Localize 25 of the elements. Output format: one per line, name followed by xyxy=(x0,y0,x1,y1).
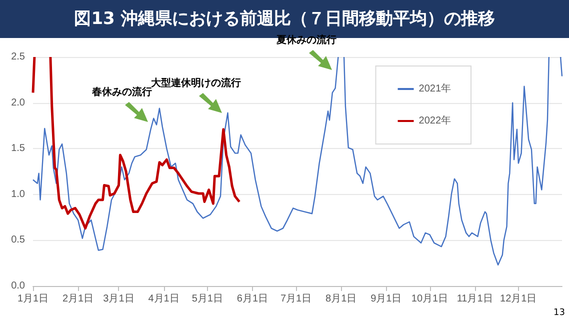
text: 13 xyxy=(554,308,565,318)
x-tick-label: 8月1日 xyxy=(326,294,357,304)
y-tick-label: 1.5 xyxy=(11,143,26,154)
x-tick-label: 5月1日 xyxy=(192,294,223,304)
chart-title: 図13 沖縄県における前週比（７日間移動平均）の推移 xyxy=(74,9,495,29)
legend-label: 2021年 xyxy=(418,82,452,94)
x-tick-label: 4月1日 xyxy=(148,294,180,304)
x-tick-label: 11月1日 xyxy=(456,294,493,304)
annotation: 大型連休明けの流行 xyxy=(150,76,241,89)
annotation: 春休みの流行 xyxy=(92,86,152,100)
y-tick-label: 2.5 xyxy=(11,52,26,62)
x-tick-label: 3月1日 xyxy=(103,294,134,304)
y-tick-label: 0.0 xyxy=(11,280,26,292)
x-tick-label: 12月1日 xyxy=(500,294,537,304)
legend-label: 2022年 xyxy=(418,114,452,126)
y-tick-label: 2.0 xyxy=(11,97,26,108)
x-tick-label: 6月1日 xyxy=(236,294,268,304)
x-tick-label: 10月1日 xyxy=(411,294,448,304)
x-tick-label: 9月1日 xyxy=(370,294,402,304)
x-tick-label: 2月1日 xyxy=(62,294,94,304)
y-tick-label: 0.5 xyxy=(11,234,26,246)
x-tick-label: 7月1日 xyxy=(280,294,312,304)
annotation: 夏休みの流行 xyxy=(276,33,336,47)
y-tick-label: 1.0 xyxy=(11,188,26,200)
x-tick-label: 1月1日 xyxy=(17,294,49,304)
